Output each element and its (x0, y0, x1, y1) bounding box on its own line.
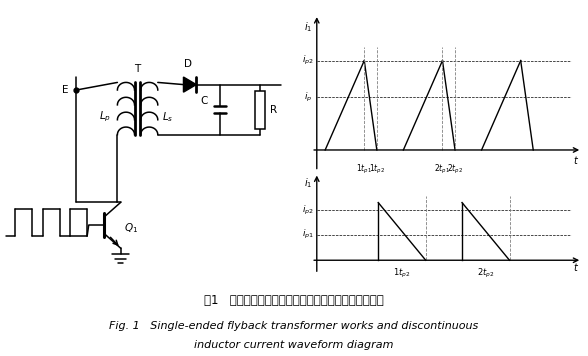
Text: $2t_{p2}$: $2t_{p2}$ (447, 163, 463, 176)
Text: $i_1$: $i_1$ (304, 177, 313, 190)
Text: 图1   单端反激变压器工作原理和电感电流断续波形简图: 图1 单端反激变压器工作原理和电感电流断续波形简图 (204, 294, 384, 307)
Text: $1t_{p2}$: $1t_{p2}$ (369, 163, 385, 176)
Text: $t$: $t$ (573, 154, 580, 166)
Text: Fig. 1   Single-ended flyback transformer works and discontinuous: Fig. 1 Single-ended flyback transformer … (109, 321, 479, 331)
Text: $Q_1$: $Q_1$ (124, 221, 138, 235)
Text: $i_1$: $i_1$ (304, 21, 313, 35)
Text: E: E (62, 85, 69, 95)
Text: $t$: $t$ (573, 261, 580, 273)
Text: $1t_{p1}$: $1t_{p1}$ (356, 163, 372, 176)
Text: $i_{p2}$: $i_{p2}$ (302, 54, 315, 67)
Polygon shape (183, 77, 196, 92)
Bar (255, 91, 265, 129)
Text: $L_s$: $L_s$ (162, 110, 174, 124)
Text: T: T (135, 64, 141, 74)
Text: $1t_{p2}$: $1t_{p2}$ (393, 267, 410, 279)
Text: D: D (183, 59, 192, 69)
Text: C: C (201, 96, 208, 106)
Text: $i_p$: $i_p$ (304, 90, 313, 104)
Text: $2t_{p1}$: $2t_{p1}$ (435, 163, 450, 176)
Text: $i_{p1}$: $i_{p1}$ (302, 228, 315, 241)
Text: $L_p$: $L_p$ (99, 110, 111, 124)
Text: $i_{p2}$: $i_{p2}$ (302, 204, 315, 216)
Text: R: R (270, 105, 277, 115)
Text: $2t_{p2}$: $2t_{p2}$ (477, 267, 495, 279)
Text: inductor current waveform diagram: inductor current waveform diagram (194, 340, 394, 350)
